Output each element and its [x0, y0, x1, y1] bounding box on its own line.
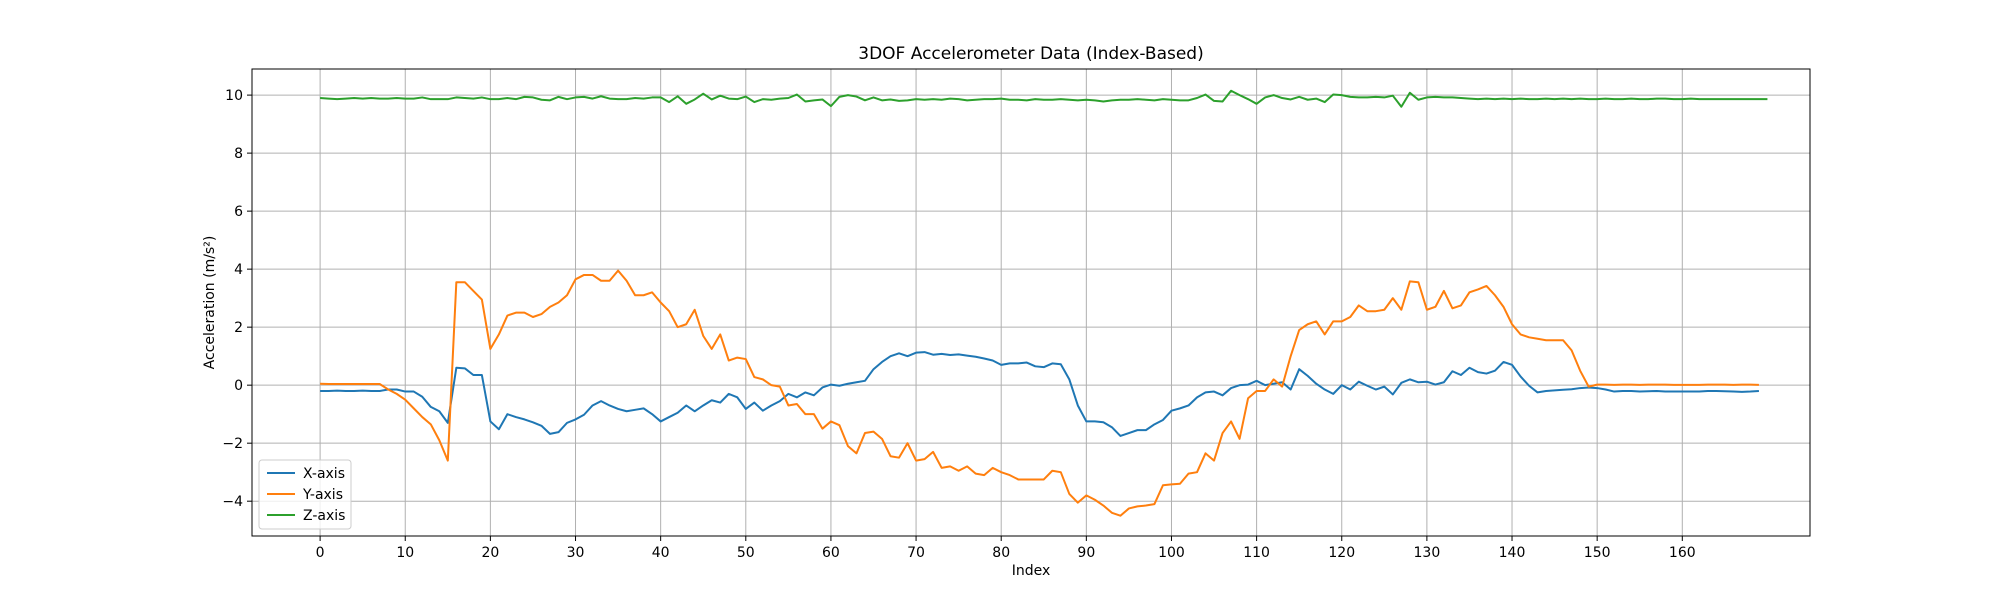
y-tick-label: 2 [234, 320, 243, 336]
x-tick-label: 20 [481, 545, 499, 561]
series-line-y-axis [320, 269, 1759, 517]
series-line-x-axis [320, 351, 1759, 437]
x-tick-label: 110 [1243, 545, 1270, 561]
x-tick-label: 80 [992, 545, 1010, 561]
x-tick-label: 160 [1669, 545, 1696, 561]
y-tick-label: 10 [225, 88, 243, 104]
x-tick-label: 40 [652, 545, 670, 561]
y-tick-label: 8 [234, 146, 243, 162]
y-axis-ticks: −4 −2 0 2 4 6 8 10 [222, 88, 252, 510]
series-lines [320, 89, 1768, 517]
y-tick-label: −4 [222, 494, 243, 510]
y-tick-label: 4 [234, 262, 243, 278]
legend: X-axis Y-axis Z-axis [258, 459, 352, 530]
x-axis-ticks: 0 10 20 30 40 50 60 70 80 90 100 110 120 130 140 150 160 [316, 536, 1696, 561]
legend-label: Y-axis [302, 487, 343, 503]
legend-label: X-axis [303, 466, 345, 482]
x-tick-label: 50 [737, 545, 755, 561]
legend-label: Z-axis [303, 508, 345, 524]
grid-lines [252, 69, 1810, 536]
y-tick-label: 6 [234, 204, 243, 220]
x-tick-label: 30 [567, 545, 585, 561]
plot-frame [251, 68, 1811, 537]
x-tick-label: 0 [316, 545, 325, 561]
x-tick-label: 120 [1328, 545, 1355, 561]
x-tick-label: 70 [907, 545, 925, 561]
x-tick-label: 60 [822, 545, 840, 561]
chart-title: 3DOF Accelerometer Data (Index-Based) [858, 44, 1203, 64]
x-axis-label: Index [1012, 563, 1051, 579]
y-tick-label: 0 [234, 378, 243, 394]
y-axis-label: Acceleration (m/s²) [202, 236, 218, 370]
x-tick-label: 140 [1499, 545, 1526, 561]
series-line-z-axis [320, 89, 1768, 108]
y-tick-label: −2 [222, 436, 243, 452]
legend-box [258, 459, 352, 530]
x-tick-label: 100 [1158, 545, 1185, 561]
x-tick-label: 150 [1584, 545, 1611, 561]
x-tick-label: 10 [396, 545, 414, 561]
x-tick-label: 90 [1077, 545, 1095, 561]
x-tick-label: 130 [1414, 545, 1441, 561]
